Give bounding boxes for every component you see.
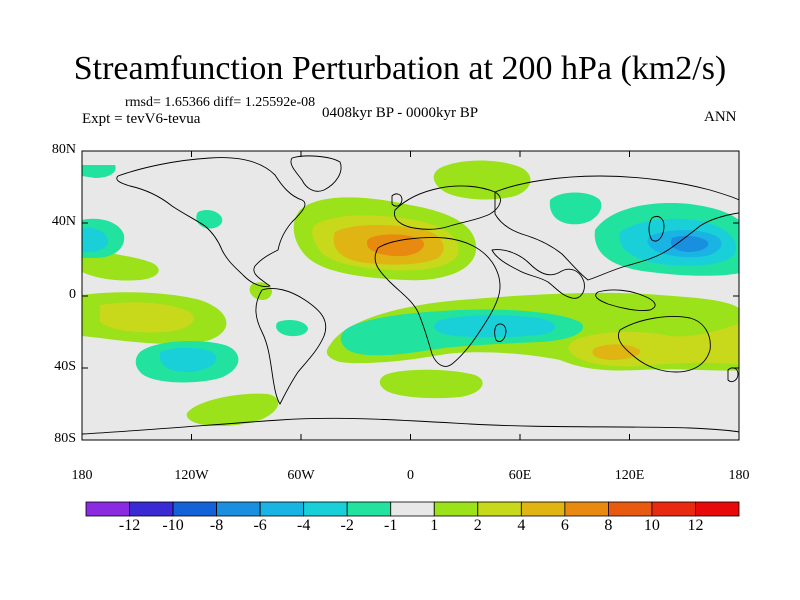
colorbar-label: -6 (253, 517, 267, 534)
colorbar-swatch (216, 501, 261, 517)
experiment-label: Expt = tevV6-tevua (82, 111, 201, 127)
lon-tick-label: 180 (71, 468, 93, 483)
lat-tick-label: 80N (51, 142, 76, 157)
lon-tick-label: 120W (174, 468, 209, 483)
coastline-asia (494, 175, 739, 281)
colorbar-label: -4 (296, 517, 311, 534)
colorbar-swatch (564, 501, 609, 517)
colorbar-label: -2 (340, 517, 354, 534)
anomaly-south-pacific-mid (159, 347, 217, 373)
anomaly-siberia (433, 160, 531, 200)
lat-tick-label: 40S (54, 359, 76, 374)
anomaly-north-africa-core (366, 234, 425, 257)
colorbar-label: 12 (687, 517, 704, 534)
anomaly-north-atlantic (196, 210, 223, 229)
coastline-madagascar (494, 323, 507, 343)
negative-anomalies (82, 165, 739, 383)
coastline-indonesia (595, 289, 656, 311)
coastline-australia (618, 316, 711, 373)
anomaly-australia-strong (592, 344, 641, 360)
colorbar-swatch (433, 501, 479, 517)
colorbar-swatch (695, 501, 740, 517)
anomaly-labrador (82, 165, 116, 178)
stats-text: rmsd= 1.65366 diff= 1.25592e-08 (125, 95, 316, 110)
colorbar-label: 4 (517, 517, 526, 534)
colorbar-swatch (390, 501, 435, 517)
season-label: ANN (704, 109, 737, 125)
colorbar (85, 501, 740, 517)
colorbar-swatch (651, 501, 696, 517)
anomaly-indian-ocean-mid (434, 315, 556, 338)
colorbar-swatch (259, 501, 305, 517)
lat-tick-label: 80S (54, 431, 76, 446)
colorbar-label: -1 (384, 517, 398, 534)
lat-tick-label: 0 (69, 287, 76, 302)
lat-tick-label: 40N (51, 214, 76, 229)
map-panel (82, 151, 739, 440)
axis-ticks (81, 150, 740, 441)
coastline-british-isles (391, 193, 403, 207)
colorbar-label: 8 (604, 517, 613, 534)
colorbar-label: -8 (209, 517, 224, 534)
colorbar-label: -10 (162, 517, 184, 534)
anomaly-north-pacific-dateline-mid (82, 227, 108, 253)
colorbar-label: 2 (473, 517, 482, 534)
colorbar-swatch (129, 501, 174, 517)
plot-title: Streamfunction Perturbation at 200 hPa (… (73, 50, 727, 87)
colorbar-label: -12 (118, 517, 141, 534)
lon-tick-label: 180 (728, 468, 750, 483)
anomaly-central-asia (549, 192, 602, 225)
colorbar-swatch (346, 501, 392, 517)
coastline-new-zealand (727, 367, 739, 383)
colorbar-label: 1 (430, 517, 439, 534)
coastline-japan (648, 215, 665, 242)
anomaly-east-pacific-tropic (276, 320, 308, 337)
colorbar-swatch (520, 501, 566, 517)
anomaly-southeast-pacific (186, 393, 279, 426)
coastline-greenland (290, 155, 342, 192)
anomaly-south-atlantic (379, 369, 483, 399)
lon-tick-label: 60E (508, 468, 532, 483)
lon-tick-label: 60W (287, 468, 315, 483)
coastline-antarctica (82, 417, 739, 435)
coastline-arabia-india (491, 249, 585, 299)
lon-tick-label: 120E (614, 468, 645, 483)
anomaly-northwest-pacific-core (670, 235, 709, 252)
coastline-europe (394, 185, 501, 230)
colorbar-label: 10 (643, 517, 660, 534)
colorbar-swatch (303, 501, 348, 517)
colorbar-swatch (172, 501, 217, 517)
coastline-north-america (116, 157, 306, 287)
colorbar-swatch (477, 501, 522, 517)
coastline-south-america (255, 288, 327, 405)
period-label: 0408kyr BP - 0000kyr BP (322, 105, 479, 121)
colorbar-swatch (608, 501, 653, 517)
colorbar-label: 6 (560, 517, 569, 534)
coastline-africa (374, 237, 501, 367)
lon-tick-label: 0 (407, 468, 414, 483)
anomaly-pacific-south-tropic-mid (100, 302, 194, 333)
coastlines (82, 155, 739, 435)
colorbar-swatch (85, 501, 130, 517)
